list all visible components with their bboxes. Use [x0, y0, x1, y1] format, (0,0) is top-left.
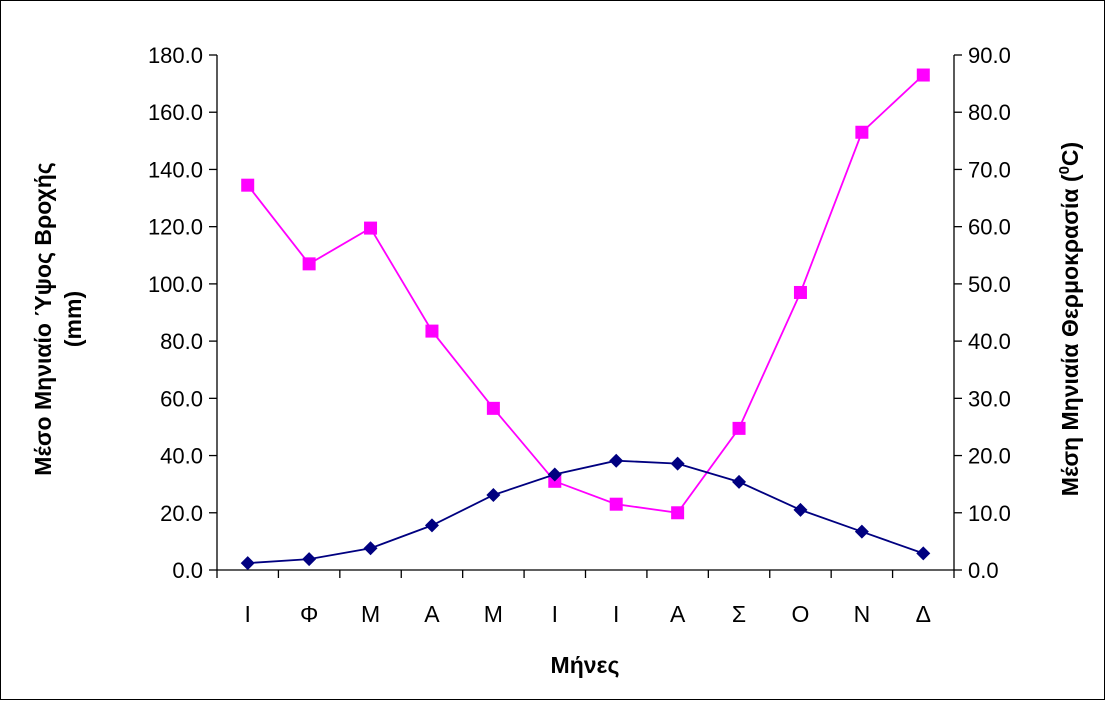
right-tick-label: 70.0	[968, 157, 1011, 182]
series-2-point	[486, 488, 501, 503]
right-tick-label: 80.0	[968, 100, 1011, 125]
x-axis-title: Μήνες	[551, 652, 620, 678]
right-axis-title-main: Μέση Μηνιαία Θερμοκρασία (	[1057, 174, 1083, 496]
x-category-label: Ι	[552, 601, 558, 627]
series-1-point	[364, 221, 378, 235]
left-tick-label: 180.0	[148, 43, 203, 68]
right-tick-label: 30.0	[968, 386, 1011, 411]
series-2-line	[247, 459, 924, 564]
series-1-point	[425, 324, 439, 338]
series-2-point	[240, 556, 255, 571]
x-category-label: Α	[670, 601, 686, 627]
left-tick-label: 120.0	[148, 215, 203, 240]
series-1-point	[609, 497, 623, 511]
x-category-label: Μ	[484, 601, 503, 627]
x-category-label: Ο	[792, 601, 810, 627]
series-1-point	[793, 285, 807, 299]
x-category-label: Α	[424, 601, 440, 627]
x-category-label: Δ	[916, 601, 931, 627]
series-1-point	[916, 68, 930, 82]
x-category-label: Σ	[732, 601, 746, 627]
left-axis-title-line1: Μέσο Μηνιαίο Ύψος Βροχής	[30, 162, 56, 475]
right-tick-label: 50.0	[968, 272, 1011, 297]
series-1-point	[302, 257, 316, 271]
left-axis-title-line2: (mm)	[60, 291, 86, 347]
left-tick-label: 100.0	[148, 272, 203, 297]
left-axis-ticks: 0.0 20.0 40.0 60.0 80.0 100.0 120.0 140.0 160.0 1…	[148, 43, 217, 583]
series-layer	[240, 68, 931, 571]
right-tick-label: 0.0	[968, 558, 999, 583]
series-2-point	[854, 524, 869, 539]
series-2-point	[424, 518, 439, 533]
right-tick-label: 60.0	[968, 215, 1011, 240]
x-category-label: Μ	[361, 601, 380, 627]
x-category-label: Ν	[854, 601, 871, 627]
series-1-point	[241, 178, 255, 192]
series-2-point	[916, 546, 931, 561]
right-tick-label: 10.0	[968, 501, 1011, 526]
series-2-point	[302, 552, 317, 567]
left-axis-title: Μέσο Μηνιαίο Ύψος Βροχής (mm)	[30, 162, 86, 475]
series-2-point	[363, 541, 378, 556]
series-2-point	[670, 456, 685, 471]
series-2-point	[732, 474, 747, 489]
right-tick-label: 40.0	[968, 329, 1011, 354]
series-2-point	[609, 453, 624, 468]
right-axis-title-sup: 0	[1056, 166, 1073, 174]
left-tick-label: 140.0	[148, 157, 203, 182]
series-1-point	[486, 401, 500, 415]
right-tick-label: 90.0	[968, 43, 1011, 68]
right-axis-title: Μέση Μηνιαία Θερμοκρασία (0C)	[1056, 142, 1083, 496]
left-tick-label: 0.0	[172, 558, 203, 583]
x-category-label: Ι	[245, 601, 251, 627]
left-tick-label: 20.0	[160, 501, 203, 526]
right-tick-label: 20.0	[968, 444, 1011, 469]
series-1-point	[855, 125, 869, 139]
series-1-point	[732, 421, 746, 435]
series-1	[241, 68, 930, 520]
left-tick-label: 60.0	[160, 386, 203, 411]
series-2	[240, 453, 931, 571]
right-axis-title-text: Μέση Μηνιαία Θερμοκρασία (0C)	[1056, 142, 1083, 496]
left-tick-label: 40.0	[160, 444, 203, 469]
series-2-point	[793, 502, 808, 517]
x-category-label: Ι	[613, 601, 619, 627]
series-1-point	[671, 506, 685, 520]
right-axis-title-end: C)	[1057, 142, 1083, 166]
left-tick-label: 80.0	[160, 329, 203, 354]
x-category-label: Φ	[300, 601, 318, 627]
right-axis-ticks: 0.0 10.0 20.0 30.0 40.0 50.0 60.0 70.0 80.0 90.0	[954, 43, 1011, 583]
left-tick-label: 160.0	[148, 100, 203, 125]
series-2-point	[547, 467, 562, 482]
series-1-line	[246, 74, 924, 514]
